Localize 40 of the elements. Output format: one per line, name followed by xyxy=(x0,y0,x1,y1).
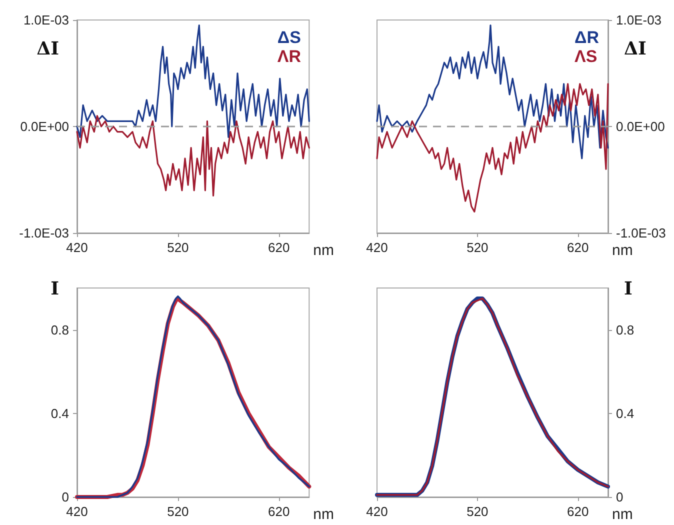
x-axis-title: nm xyxy=(313,242,334,259)
series-label: ΛS xyxy=(574,47,598,66)
y2-tick-label: -1.0E-03 xyxy=(616,226,666,240)
y-tick-label: 0.0E+00 xyxy=(20,119,69,134)
y-tick-label: -1.0E-03 xyxy=(19,226,69,240)
y-tick-label: 0.4 xyxy=(50,406,69,421)
y2-tick-label: 0.4 xyxy=(616,406,634,421)
x-tick-label: 620 xyxy=(268,240,290,255)
series-label: ΔS xyxy=(277,28,301,47)
line-series xyxy=(76,24,310,138)
y2-tick-label: 1.0E-03 xyxy=(616,12,662,28)
x-tick-label: 620 xyxy=(567,504,589,519)
y2-tick-label: 0 xyxy=(616,490,624,504)
line-series xyxy=(76,115,310,197)
y-axis-title: I xyxy=(50,278,59,300)
line-series xyxy=(376,83,609,212)
x-tick-label: 520 xyxy=(167,504,189,519)
x-axis-title: nm xyxy=(612,242,633,259)
text: ΛR xyxy=(277,47,302,66)
x-tick-label: 420 xyxy=(66,504,88,519)
y2-tick-label: 0.0E+00 xyxy=(616,119,665,134)
x-axis-title: nm xyxy=(313,506,334,523)
x-tick-label: 520 xyxy=(466,504,488,519)
y-tick-label: 0.8 xyxy=(50,322,69,338)
x-tick-label: 420 xyxy=(66,240,88,255)
x-tick-label: 420 xyxy=(366,240,388,255)
x-tick-label: 620 xyxy=(268,504,290,519)
y-tick-label: 1.0E-03 xyxy=(23,12,69,28)
x-tick-label: 620 xyxy=(567,240,589,255)
x-tick-label: 520 xyxy=(466,240,488,255)
text: ΔR xyxy=(574,28,600,47)
x-tick-label: 420 xyxy=(366,504,388,519)
y2-axis-title: ΔI xyxy=(624,38,646,60)
y-axis-title: ΔI xyxy=(36,38,59,60)
line-series xyxy=(376,24,609,160)
y2-axis-title: I xyxy=(624,278,632,300)
y-tick-label: 0 xyxy=(62,490,69,504)
x-tick-label: 520 xyxy=(167,240,189,255)
y2-tick-label: 0.8 xyxy=(616,322,634,338)
x-axis-title: nm xyxy=(612,506,633,523)
